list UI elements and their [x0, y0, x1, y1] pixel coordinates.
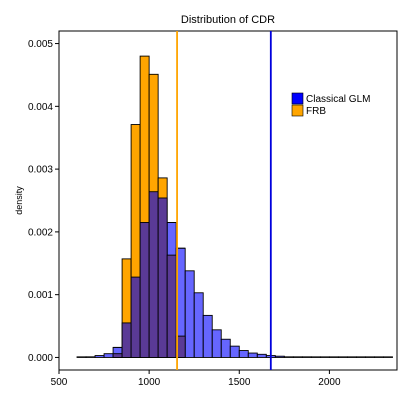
classical-glm-bar	[337, 356, 348, 358]
classical-glm-bar	[283, 356, 294, 358]
y-axis: 0.000 0.001 0.002 0.003 0.004 0.005	[28, 39, 59, 364]
x-tick-label: 1000	[138, 377, 161, 388]
frb-bars	[112, 55, 186, 358]
classical-glm-bar	[310, 356, 321, 358]
classical-glm-bar	[247, 352, 258, 358]
classical-glm-bar	[328, 356, 339, 358]
classical-glm-bar	[256, 353, 267, 358]
frb-bar-overlap	[131, 277, 141, 358]
frb-bar	[166, 222, 177, 358]
y-tick-label: 0.004	[28, 102, 53, 113]
frb-bar-overlap	[158, 197, 168, 358]
classical-glm-bar	[383, 356, 393, 358]
frb-bar	[130, 124, 141, 358]
classical-glm-bar	[103, 353, 114, 358]
legend-swatch-classical-glm	[291, 92, 304, 105]
y-tick-label: 0.003	[28, 165, 53, 176]
y-axis-title: density	[14, 186, 24, 215]
frb-bar	[157, 177, 168, 358]
classical-glm-bar	[85, 356, 96, 358]
frb-bar-overlap	[122, 322, 132, 358]
legend-label-classical-glm: Classical GLM	[306, 94, 370, 105]
legend-swatch-frb	[291, 104, 304, 117]
y-tick-label: 0.002	[28, 227, 53, 238]
y-tick-label: 0.001	[28, 290, 53, 301]
classical-glm-bar	[346, 356, 357, 358]
classical-glm-bar	[202, 314, 213, 358]
x-tick-label: 2000	[318, 377, 341, 388]
classical-glm-bar	[193, 292, 204, 358]
frb-bar-outline	[166, 254, 177, 358]
legend-label-frb: FRB	[306, 106, 326, 117]
frb-bar	[148, 73, 159, 358]
classical-glm-bar	[94, 355, 105, 358]
y-tick-label: 0.005	[28, 39, 53, 50]
classical-glm-bar	[220, 338, 231, 358]
classical-glm-bar	[184, 270, 195, 358]
frb-bar-segment	[122, 258, 132, 323]
frb-bar-outline	[175, 335, 186, 358]
classical-glm-bar	[229, 345, 240, 358]
classical-glm-bar	[365, 356, 375, 358]
plot-frame	[58, 30, 398, 371]
x-axis: 500 1000 1500 2000	[51, 370, 341, 388]
frb-bar-segment	[149, 74, 159, 192]
classical-glm-bar	[238, 350, 249, 358]
frb-bar-overlap	[176, 336, 186, 358]
y-tick-label: 0.000	[28, 353, 53, 364]
frb-bar	[139, 55, 150, 358]
chart-title: Distribution of CDR	[181, 14, 275, 26]
classical-glm-bar	[319, 356, 330, 358]
x-tick-label: 1500	[228, 377, 251, 388]
frb-bar-overlap	[140, 222, 150, 358]
frb-bar-overlap	[167, 255, 177, 358]
classical-glm-bar	[301, 356, 312, 358]
classical-glm-bar	[211, 329, 222, 358]
classical-glm-bar	[355, 356, 366, 358]
frb-bar-segment	[140, 56, 150, 223]
classical-glm-bar	[374, 356, 384, 358]
classical-glm-bar	[292, 356, 303, 358]
reference-lines	[176, 31, 272, 370]
classical-glm-bar	[76, 356, 87, 358]
frb-bar-overlap	[113, 353, 123, 358]
legend: Classical GLM FRB	[291, 92, 370, 117]
frb-bar-overlap	[149, 191, 159, 358]
frb-bar-segment	[131, 124, 141, 278]
frb-bar-segment	[158, 177, 168, 198]
classical-glm-bar	[274, 355, 285, 358]
frb-bar	[121, 258, 132, 358]
x-tick-label: 500	[51, 377, 68, 388]
